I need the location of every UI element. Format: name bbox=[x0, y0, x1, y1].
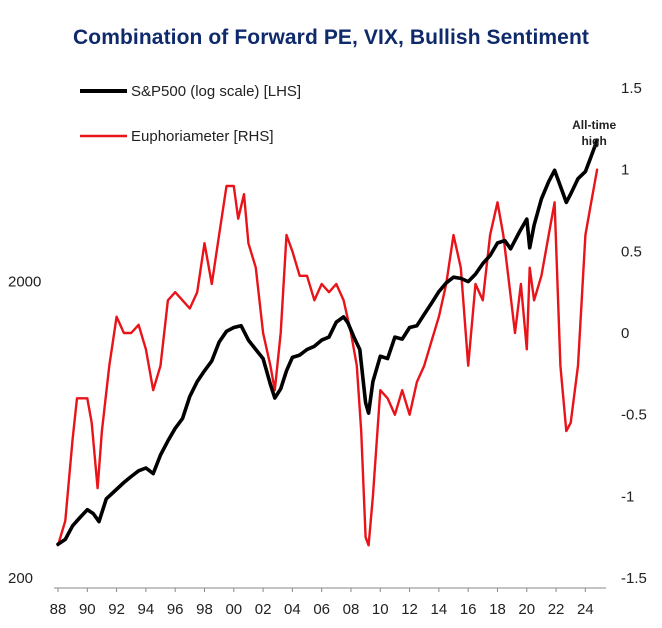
sp500-line bbox=[56, 138, 599, 547]
x-tick-label: 92 bbox=[108, 601, 125, 618]
legend: S&P500 (log scale) [LHS] Euphoriameter [R… bbox=[80, 83, 301, 145]
x-tick-label: 24 bbox=[577, 601, 594, 618]
annotation-line: high bbox=[581, 134, 606, 148]
legend-item-sp500: S&P500 (log scale) [LHS] bbox=[80, 83, 301, 100]
left-y-tick-label: 200 bbox=[8, 570, 33, 587]
x-tick-label: 02 bbox=[255, 601, 272, 618]
x-tick-label: 04 bbox=[284, 601, 301, 618]
x-tick-label: 22 bbox=[548, 601, 565, 618]
x-tick-label: 18 bbox=[489, 601, 506, 618]
x-tick-label: 08 bbox=[343, 601, 360, 618]
x-tick-label: 88 bbox=[50, 601, 67, 618]
x-tick-label: 00 bbox=[225, 601, 242, 618]
legend-item-euphoriameter: Euphoriameter [RHS] bbox=[80, 128, 274, 145]
right-y-tick-label: -0.5 bbox=[621, 407, 647, 424]
chart-title: Combination of Forward PE, VIX, Bullish … bbox=[73, 26, 589, 49]
legend-label: S&P500 (log scale) [LHS] bbox=[131, 83, 301, 100]
annotation-line: All-time bbox=[572, 118, 616, 132]
right-y-tick-label: 0 bbox=[621, 325, 629, 342]
x-tick-label: 20 bbox=[518, 601, 535, 618]
right-y-tick-label: 1 bbox=[621, 162, 629, 179]
x-tick-label: 06 bbox=[313, 601, 330, 618]
euphoriameter-line bbox=[56, 168, 599, 547]
plot-lines bbox=[56, 138, 599, 547]
x-tick-label: 16 bbox=[460, 601, 477, 618]
legend-label: Euphoriameter [RHS] bbox=[131, 128, 274, 145]
x-tick-label: 12 bbox=[401, 601, 418, 618]
left-y-tick-label: 2000 bbox=[8, 274, 41, 291]
x-axis-ticks: 88 90 92 94 96 98 00 02 04 06 08 10 12 14 16 18 20 22 24 bbox=[50, 588, 594, 618]
x-tick-label: 98 bbox=[196, 601, 213, 618]
x-tick-label: 96 bbox=[167, 601, 184, 618]
left-y-axis-ticks: 2000 200 bbox=[8, 274, 41, 587]
right-y-tick-label: 0.5 bbox=[621, 243, 642, 260]
x-tick-label: 90 bbox=[79, 601, 96, 618]
right-y-tick-label: -1 bbox=[621, 488, 634, 505]
right-y-tick-label: 1.5 bbox=[621, 80, 642, 97]
x-tick-label: 14 bbox=[431, 601, 448, 618]
x-tick-label: 94 bbox=[138, 601, 155, 618]
all-time-high-annotation: All-time high bbox=[572, 118, 616, 148]
x-tick-label: 10 bbox=[372, 601, 389, 618]
right-y-tick-label: -1.5 bbox=[621, 570, 647, 587]
right-y-axis-ticks: 1.5 1 0.5 0 -0.5 -1 -1.5 bbox=[621, 80, 647, 587]
